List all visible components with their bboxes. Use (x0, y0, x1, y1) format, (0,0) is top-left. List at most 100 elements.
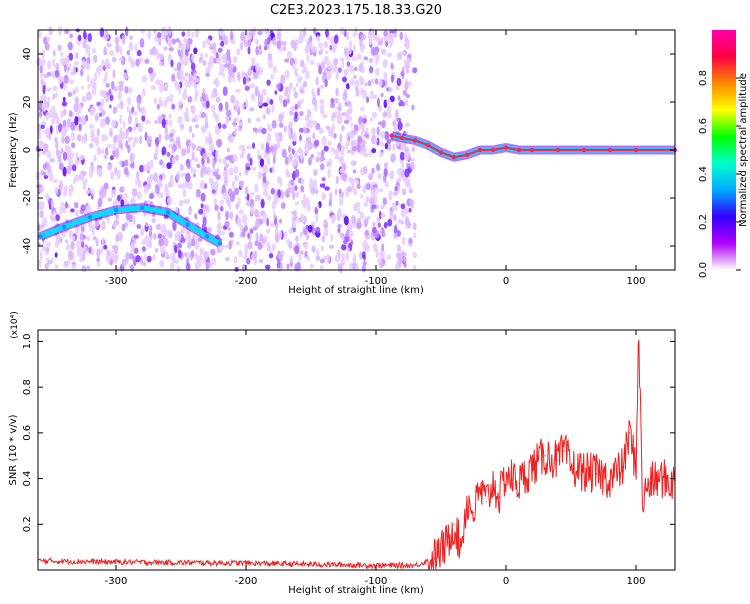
noise-speckle (267, 194, 272, 202)
noise-speckle (363, 201, 369, 207)
noise-speckle (389, 29, 395, 34)
noise-speckle (376, 126, 380, 136)
noise-speckle (190, 249, 195, 258)
noise-speckle (374, 68, 381, 76)
noise-speckle (340, 244, 347, 251)
noise-speckle (265, 228, 271, 234)
noise-speckle (123, 166, 129, 176)
noise-speckle (294, 168, 300, 178)
noise-speckle (181, 31, 186, 37)
track-point (529, 147, 535, 153)
noise-speckle (269, 222, 275, 227)
noise-speckle (319, 98, 325, 105)
noise-speckle (342, 172, 348, 183)
noise-speckle (391, 153, 395, 164)
track-point (185, 222, 190, 227)
noise-speckle (185, 183, 191, 188)
noise-speckle (168, 143, 173, 149)
noise-speckle (149, 76, 155, 83)
noise-speckle (97, 167, 103, 178)
noise-speckle (126, 49, 131, 56)
noise-speckle (260, 28, 264, 34)
noise-speckle (149, 225, 153, 232)
noise-speckle (405, 69, 410, 74)
noise-speckle (160, 245, 165, 255)
noise-speckle (356, 201, 361, 208)
noise-speckle (79, 256, 84, 263)
noise-speckle (241, 214, 248, 224)
noise-speckle (241, 144, 246, 154)
noise-speckle (369, 116, 373, 122)
noise-speckle (124, 26, 129, 37)
noise-speckle (71, 164, 77, 172)
noise-speckle (339, 233, 344, 239)
noise-speckle (193, 47, 198, 55)
noise-speckle (163, 30, 167, 35)
noise-speckle (283, 125, 288, 133)
noise-speckle (91, 88, 97, 95)
noise-speckle (315, 248, 320, 257)
noise-speckle (379, 131, 386, 139)
noise-speckle (192, 168, 197, 174)
noise-speckle (118, 131, 125, 139)
noise-speckle (350, 160, 356, 166)
noise-speckle (176, 62, 182, 71)
noise-speckle (258, 44, 262, 51)
noise-speckle (354, 66, 358, 72)
noise-speckle (377, 121, 384, 126)
noise-speckle (349, 79, 355, 86)
noise-speckle (42, 94, 47, 105)
noise-speckle (239, 224, 243, 232)
noise-speckle (370, 78, 375, 85)
noise-speckle (383, 34, 390, 42)
noise-speckle (156, 103, 160, 110)
noise-speckle (225, 163, 230, 168)
noise-speckle (74, 160, 80, 166)
noise-speckle (96, 257, 100, 263)
spectrogram-ytick-label: 40 (22, 48, 33, 61)
noise-speckle (238, 249, 243, 258)
noise-speckle (256, 149, 260, 155)
noise-speckle (398, 169, 402, 180)
noise-speckle (161, 149, 165, 156)
noise-speckle (52, 49, 56, 57)
noise-speckle (108, 104, 112, 109)
noise-speckle (262, 212, 268, 223)
noise-speckle (405, 93, 411, 99)
noise-speckle (359, 211, 365, 220)
noise-speckle (388, 87, 394, 93)
noise-speckle (378, 210, 382, 220)
noise-speckle (180, 49, 184, 56)
noise-speckle (144, 254, 148, 262)
noise-speckle (191, 133, 195, 139)
noise-speckle (161, 28, 166, 38)
noise-speckle (244, 85, 250, 91)
noise-speckle (124, 159, 129, 167)
noise-speckle (166, 229, 171, 236)
noise-speckle (286, 171, 291, 178)
noise-speckle (74, 61, 80, 66)
noise-speckle (305, 136, 312, 144)
noise-speckle (172, 221, 177, 232)
noise-speckle (100, 98, 105, 107)
noise-speckle (135, 58, 140, 67)
colorbar-tick-label: 0.2 (698, 214, 709, 230)
noise-speckle (42, 171, 47, 177)
noise-speckle (330, 147, 336, 153)
noise-speckle (76, 134, 82, 142)
noise-speckle (143, 164, 149, 172)
noise-speckle (274, 188, 278, 197)
noise-speckle (96, 146, 101, 155)
noise-speckle (121, 223, 126, 232)
noise-speckle (215, 168, 220, 173)
noise-speckle (298, 252, 302, 262)
noise-speckle (251, 142, 256, 149)
noise-speckle (191, 54, 195, 62)
noise-speckle (294, 263, 300, 272)
noise-speckle (70, 208, 75, 213)
noise-speckle (186, 252, 190, 260)
noise-speckle (266, 79, 271, 86)
noise-speckle (397, 121, 403, 131)
noise-speckle (42, 84, 46, 95)
noise-speckle (102, 117, 106, 128)
